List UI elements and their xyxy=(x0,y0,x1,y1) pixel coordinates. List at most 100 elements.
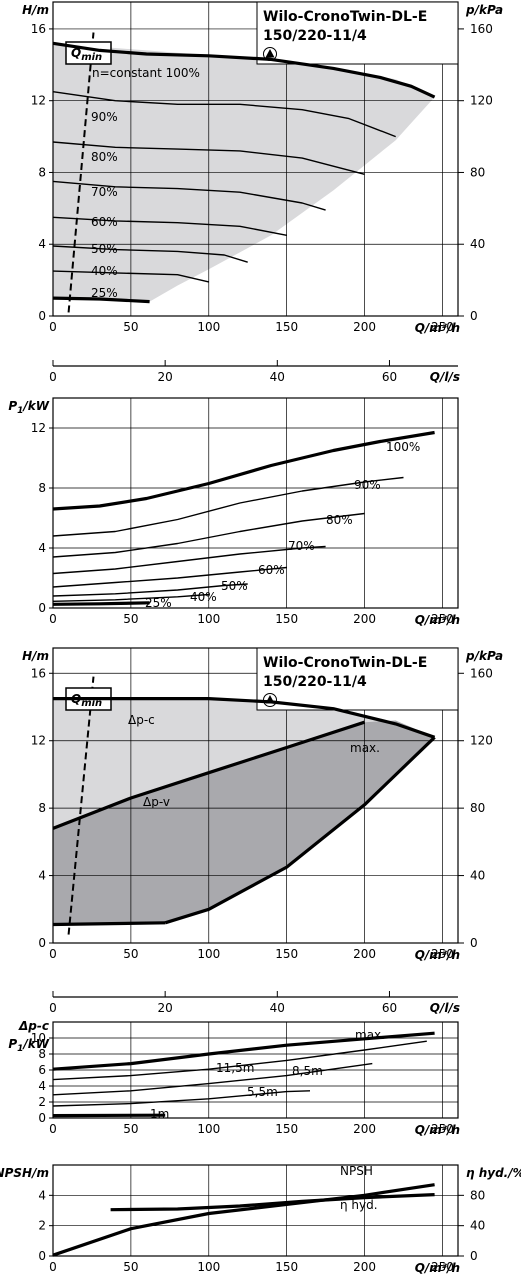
title-box xyxy=(256,1,459,65)
y-axis-label: P1/kW xyxy=(8,1037,49,1054)
x-tick-label: 150 xyxy=(275,320,298,334)
y-axis-label-unit: /kW xyxy=(21,1037,49,1051)
y-tick-label: 12 xyxy=(31,421,46,435)
dp-v-area xyxy=(53,720,435,925)
plot-frame xyxy=(52,1164,459,1257)
series-line-2 xyxy=(52,512,365,558)
right-tick-label: 80 xyxy=(470,801,485,815)
series-line-5 xyxy=(52,245,248,263)
y-tick-label: 4 xyxy=(38,541,46,555)
series-label: 8,5m xyxy=(292,1064,323,1078)
x-axis-label: Q/m³/h xyxy=(415,1123,460,1137)
y-axis-label: H/m xyxy=(22,649,49,663)
y-axis-label-unit: /kW xyxy=(21,399,49,413)
y-tick-label: 4 xyxy=(38,1079,46,1093)
secondary-x-tick-label: 20 xyxy=(158,1001,173,1015)
x-tick-label: 100 xyxy=(197,1122,220,1136)
y-axis-label-main: P xyxy=(8,1037,17,1051)
right-tick-label: 40 xyxy=(470,237,485,251)
x-tick-label: 200 xyxy=(353,1260,376,1274)
series-label: max. xyxy=(350,741,380,755)
y-tick-label: 10 xyxy=(31,1031,46,1045)
x-tick-label: 200 xyxy=(353,1122,376,1136)
chart-head-variable: 0 50 100 150 200 250048121604080120160p/kPaH/… xyxy=(22,1,503,384)
right-tick-label: 0 xyxy=(470,309,478,323)
y-tick-label: 4 xyxy=(38,869,46,883)
qmin-line xyxy=(67,676,95,935)
x-tick-label: 100 xyxy=(197,947,220,961)
secondary-x-tick-label: 0 xyxy=(49,1001,57,1015)
x-tick-label: 250 xyxy=(431,1260,454,1274)
series-line-0 xyxy=(52,1031,435,1071)
wilo-logo-triangle xyxy=(265,49,275,58)
right-tick-label: 80 xyxy=(470,165,485,179)
series-label: 1m xyxy=(150,1107,169,1121)
y-tick-label: 8 xyxy=(38,1047,46,1061)
y-axis-label: P1/kW xyxy=(8,399,49,416)
right-tick-label: 160 xyxy=(470,22,493,36)
series-label: max. xyxy=(355,1028,385,1042)
secondary-x-axis-label: Q/l/s xyxy=(430,370,460,384)
series-label: 25% xyxy=(91,286,118,300)
y-tick-label: 0 xyxy=(38,936,46,950)
x-tick-label: 0 xyxy=(49,947,57,961)
qmin-label-main: Q xyxy=(71,46,81,60)
secondary-x-tick-label: 0 xyxy=(49,370,57,384)
right-axis-label: η hyd./% xyxy=(466,1166,521,1180)
x-tick-label: 200 xyxy=(353,320,376,334)
x-axis-label: Q/m³/h xyxy=(415,321,460,335)
y-tick-label: 8 xyxy=(38,165,46,179)
series-line-4 xyxy=(52,566,287,588)
right-tick-label: 80 xyxy=(470,1188,485,1202)
y-axis-label-main: P xyxy=(8,399,17,413)
x-tick-label: 50 xyxy=(123,320,138,334)
y-axis-label-sub: 1 xyxy=(17,1044,23,1054)
series-label: 25% xyxy=(145,596,172,610)
chart-title-line: Wilo-CronoTwin-DL-E xyxy=(263,655,427,671)
series-line-1 xyxy=(52,1040,427,1081)
qmin-label-sub: min xyxy=(81,698,102,709)
series-line-0 xyxy=(52,430,435,511)
x-tick-label: 150 xyxy=(275,947,298,961)
right-axis-label: p/kPa xyxy=(465,649,503,663)
series-line-0 xyxy=(52,41,436,99)
secondary-x-tick-label: 60 xyxy=(382,1001,397,1015)
plot-frame xyxy=(52,1,459,317)
qmin-line xyxy=(67,32,95,313)
right-tick-label: 160 xyxy=(470,666,493,680)
plot-frame xyxy=(52,397,459,609)
x-axis-label: Q/m³/h xyxy=(415,948,460,962)
y-axis-label: H/m xyxy=(22,3,49,17)
series-line-1 xyxy=(110,1193,435,1212)
x-tick-label: 50 xyxy=(123,1260,138,1274)
series-label: 80% xyxy=(326,513,353,527)
series-line-3 xyxy=(52,545,326,575)
series-label: 70% xyxy=(288,539,315,553)
series-label: n=constant 100% xyxy=(92,66,200,80)
y-axis-label-sub: 1 xyxy=(17,406,23,416)
x-tick-label: 100 xyxy=(197,612,220,626)
series-label: 90% xyxy=(91,110,118,124)
series-label: 40% xyxy=(91,264,118,278)
series-label: 80% xyxy=(91,150,118,164)
y-tick-label: 16 xyxy=(31,22,46,36)
qmin-label-sub: min xyxy=(81,52,102,63)
x-tick-label: 50 xyxy=(123,612,138,626)
series-line-2 xyxy=(164,736,436,925)
right-axis-label: p/kPa xyxy=(465,3,503,17)
y-tick-label: 0 xyxy=(38,1111,46,1125)
chart-title-line: 150/220-11/4 xyxy=(263,674,367,690)
y-tick-label: 0 xyxy=(38,1249,46,1263)
series-label: 100% xyxy=(386,440,420,454)
y-axis-top-label: Δp-c xyxy=(18,1019,49,1033)
series-line-2 xyxy=(52,141,365,175)
series-line-6 xyxy=(52,270,209,283)
x-tick-label: 150 xyxy=(275,612,298,626)
series-label: NPSH xyxy=(340,1164,373,1178)
right-tick-label: 40 xyxy=(470,869,485,883)
secondary-x-axis-label: Q/l/s xyxy=(430,1001,460,1015)
secondary-x-tick-label: 60 xyxy=(382,370,397,384)
x-axis-label: Q/m³/h xyxy=(415,613,460,627)
series-label: 50% xyxy=(91,242,118,256)
